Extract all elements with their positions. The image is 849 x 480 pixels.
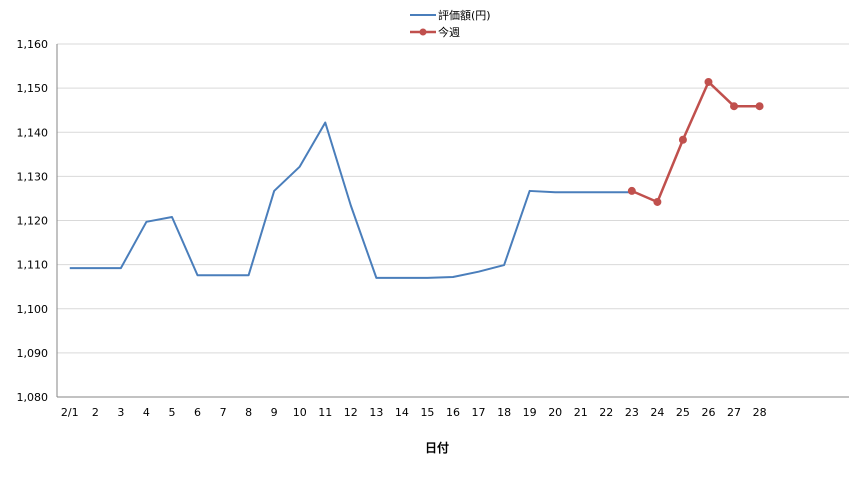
x-tick-label: 9 (271, 406, 278, 419)
axes (56, 44, 849, 398)
x-tick-label: 27 (727, 406, 741, 419)
x-tick-label: 25 (676, 406, 690, 419)
x-tick-label: 3 (117, 406, 124, 419)
x-tick-label: 8 (245, 406, 252, 419)
x-tick-label: 13 (369, 406, 383, 419)
data-point (704, 77, 713, 86)
legend-label-0: 評価額(円) (438, 8, 491, 22)
y-tick-label: 1,090 (17, 347, 49, 360)
gridlines (57, 43, 849, 354)
x-tick-label: 21 (574, 406, 588, 419)
series-line-1 (631, 80, 760, 204)
x-tick-label: 11 (318, 406, 332, 419)
data-point (678, 135, 687, 144)
x-tick-label: 4 (143, 406, 150, 419)
x-tick-label: 20 (548, 406, 562, 419)
x-tick-label: 10 (293, 406, 307, 419)
series-lines (69, 77, 764, 279)
x-tick-label: 24 (650, 406, 664, 419)
x-tick-label: 18 (497, 406, 511, 419)
y-tick-label: 1,130 (17, 170, 49, 183)
legend-marker-1 (419, 28, 427, 36)
x-tick-label: 23 (625, 406, 639, 419)
y-tick-labels: 1,080 1,090 1,100 1,110 1,120 1,130 1,140 1,150… (17, 38, 49, 404)
legend: 評価額(円) 今週 (410, 8, 491, 39)
data-point (730, 102, 739, 111)
legend-label-1: 今週 (438, 25, 460, 39)
x-tick-label: 2/1 (61, 406, 79, 419)
x-tick-label: 16 (446, 406, 460, 419)
x-tick-label: 17 (472, 406, 486, 419)
x-tick-label: 5 (168, 406, 175, 419)
y-tick-label: 1,120 (17, 215, 49, 228)
data-point (653, 197, 662, 206)
data-point (755, 102, 764, 111)
x-tick-label: 19 (523, 406, 537, 419)
x-tick-label: 15 (420, 406, 434, 419)
x-tick-label: 2 (92, 406, 99, 419)
series-line-0 (69, 121, 632, 279)
data-point (627, 186, 636, 195)
x-tick-label: 14 (395, 406, 409, 419)
x-tick-label: 26 (701, 406, 715, 419)
x-tick-label: 6 (194, 406, 201, 419)
y-tick-label: 1,100 (17, 303, 49, 316)
x-tick-labels: 2/1 2 3 4 5 6 7 8 9 10 11 12 13 14 15 16 17 18 19 20 21 22 23 2… (61, 406, 767, 419)
y-tick-label: 1,080 (17, 391, 49, 404)
y-tick-label: 1,150 (17, 82, 49, 95)
x-tick-label: 12 (344, 406, 358, 419)
x-tick-label: 7 (220, 406, 227, 419)
y-tick-label: 1,140 (17, 126, 49, 139)
y-tick-label: 1,160 (17, 38, 49, 51)
x-tick-label: 22 (599, 406, 613, 419)
y-tick-label: 1,110 (17, 259, 49, 272)
x-axis-label: 日付 (425, 440, 449, 455)
x-tick-label: 28 (753, 406, 767, 419)
